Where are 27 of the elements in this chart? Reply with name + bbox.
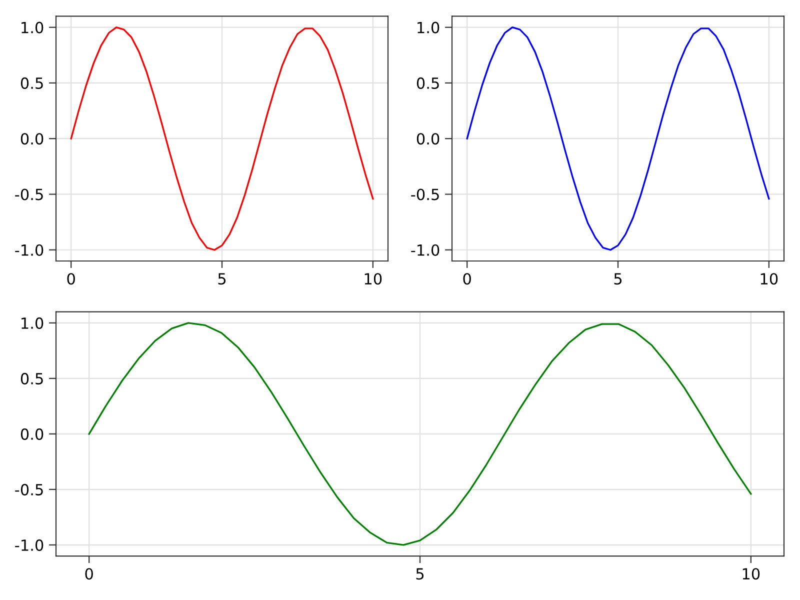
x-tick-label: 10 (742, 568, 760, 580)
x-tick-label: 0 (85, 568, 93, 580)
y-tick-label: 1.0 (22, 22, 44, 34)
y-tick-label: 0.5 (20, 77, 43, 89)
x-tick-label: 5 (218, 273, 226, 285)
x-tick-label: 0 (67, 273, 75, 285)
y-tick-label: 0.5 (20, 372, 43, 384)
y-tick-label: 1.0 (22, 317, 44, 329)
y-tick-label: -0.5 (411, 188, 439, 200)
x-tick-label: 10 (364, 273, 382, 285)
y-tick-label: -1.0 (15, 244, 44, 256)
y-tick-label: 0.0 (20, 428, 44, 440)
y-tick-label: 0.5 (416, 77, 439, 89)
y-tick-label: -0.5 (15, 188, 43, 200)
y-tick-label: -1.0 (411, 244, 440, 256)
y-tick-label: 1.0 (418, 22, 440, 34)
y-tick-label: 0.0 (20, 133, 44, 145)
x-tick-label: 5 (614, 273, 622, 285)
line-series (88, 322, 752, 546)
y-tick-label: -0.5 (15, 484, 43, 496)
x-tick-label: 5 (416, 568, 424, 580)
line-series (466, 26, 770, 251)
x-tick-label: 10 (760, 273, 778, 285)
x-tick-label: 0 (463, 273, 471, 285)
line-series (70, 26, 374, 251)
y-tick-label: -1.0 (15, 539, 44, 551)
y-tick-label: 0.0 (416, 133, 440, 145)
